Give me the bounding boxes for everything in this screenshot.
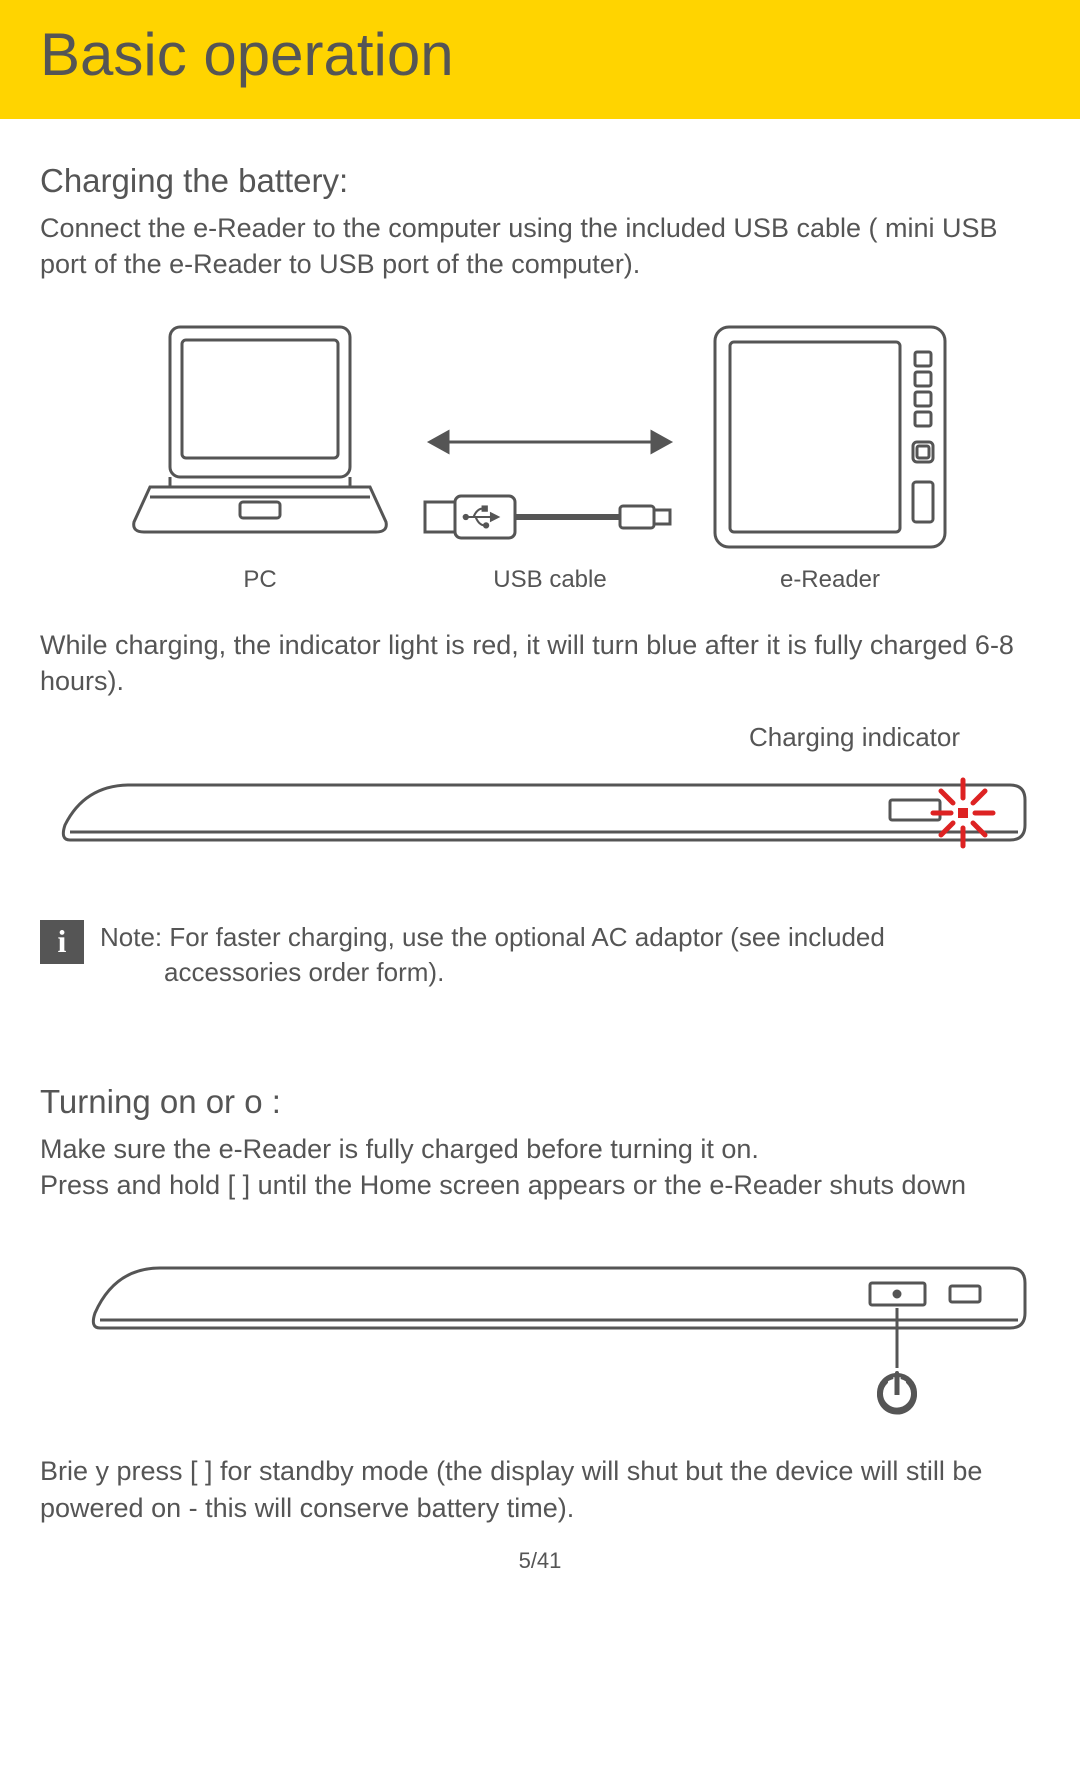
- double-arrow-icon: [420, 422, 680, 462]
- note-line1: For faster charging, use the optional AC…: [169, 922, 884, 952]
- ereader-diagram: e-Reader: [710, 322, 950, 596]
- usb-label: USB cable: [493, 564, 606, 596]
- power-line2: Press and hold [ ] until the Home screen…: [40, 1167, 1040, 1203]
- usb-cable-icon: [420, 482, 680, 552]
- side-view-diagram-1: [40, 770, 1040, 880]
- connection-diagram: PC: [40, 322, 1040, 596]
- cable-diagram: USB cable: [420, 422, 680, 596]
- page-number: 5/41: [40, 1546, 1040, 1576]
- device-side-icon: [40, 770, 1040, 880]
- pc-label: PC: [130, 564, 390, 596]
- pc-diagram: PC: [130, 322, 390, 596]
- page-content: Charging the battery: Connect the e-Read…: [0, 119, 1080, 1586]
- section-power-title: Turning on or o :: [40, 1080, 1040, 1125]
- note-block: i Note: For faster charging, use the opt…: [40, 920, 1040, 990]
- standby-text: Brie y press [ ] for standby mode (the d…: [40, 1453, 1040, 1526]
- section-charging-title: Charging the battery:: [40, 159, 1040, 204]
- charging-indicator-label: Charging indicator: [40, 720, 1040, 755]
- side-view-diagram-2: [40, 1253, 1040, 1423]
- power-line1: Make sure the e-Reader is fully charged …: [40, 1131, 1040, 1167]
- charging-text: While charging, the indicator light is r…: [40, 627, 1040, 700]
- device-side-power-icon: [40, 1253, 1040, 1423]
- ereader-label: e-Reader: [710, 564, 950, 596]
- page-title: Basic operation: [40, 20, 1040, 89]
- laptop-icon: [130, 322, 390, 552]
- section-charging-intro: Connect the e-Reader to the computer usi…: [40, 210, 1040, 283]
- page-header: Basic operation: [0, 0, 1080, 119]
- note-line2: accessories order form).: [100, 955, 885, 990]
- info-icon: i: [40, 920, 84, 964]
- ereader-icon: [710, 322, 950, 552]
- note-label: Note:: [100, 922, 162, 952]
